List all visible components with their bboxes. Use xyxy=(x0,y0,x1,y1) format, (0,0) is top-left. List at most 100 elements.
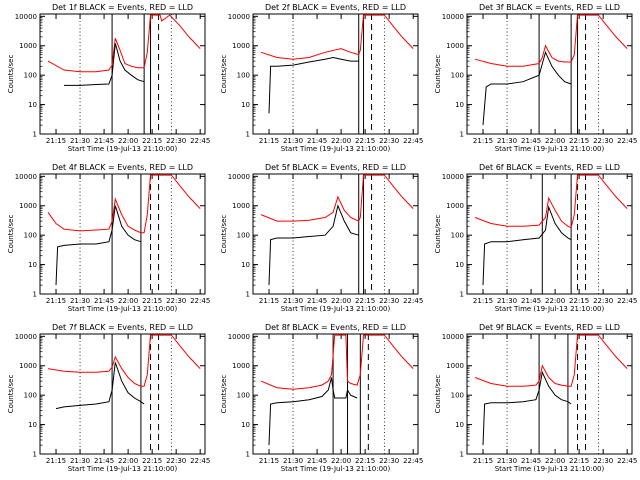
y-tick-label: 10000 xyxy=(15,173,37,181)
y-tick-label: 1 xyxy=(33,291,37,299)
x-axis-label: Start Time (19-Jul-13 21:10:00) xyxy=(68,305,178,313)
y-axis-label: Counts/sec xyxy=(220,215,228,254)
series-events-line xyxy=(55,362,145,410)
y-tick-label: 1000 xyxy=(446,362,464,370)
x-tick-label: 21:15 xyxy=(259,137,279,145)
x-tick-label: 21:15 xyxy=(46,457,66,465)
x-tick-label: 22:15 xyxy=(142,297,162,305)
x-tick-label: 21:15 xyxy=(259,457,279,465)
y-tick-label: 1000 xyxy=(19,202,37,210)
x-tick-label: 22:45 xyxy=(617,297,637,305)
x-tick-label: 22:45 xyxy=(190,457,210,465)
y-tick-label: 10000 xyxy=(228,13,250,21)
x-tick-label: 22:15 xyxy=(142,457,162,465)
series-events-line xyxy=(268,377,358,446)
y-tick-label: 1000 xyxy=(232,202,250,210)
y-tick-label: 100 xyxy=(24,392,37,400)
x-axis-label: Start Time (19-Jul-13 21:10:00) xyxy=(281,305,391,313)
x-tick-label: 22:45 xyxy=(190,137,210,145)
panel-det-5: 1 10 100 1000 10000 21:15 21:30 21:45 22:00 22:15… xyxy=(220,163,423,313)
panel-title: Det 9f BLACK = Events, RED = LLD xyxy=(479,323,620,332)
panel-det-3: 1 10 100 1000 10000 21:15 21:30 21:45 22:00 22:15… xyxy=(434,3,637,153)
y-tick-label: 1000 xyxy=(232,362,250,370)
series-lld-line xyxy=(47,14,201,73)
x-tick-label: 21:45 xyxy=(521,137,541,145)
y-tick-label: 10 xyxy=(455,101,464,109)
y-tick-label: 10 xyxy=(28,261,37,269)
x-tick-label: 21:30 xyxy=(70,297,90,305)
x-tick-label: 21:45 xyxy=(94,457,114,465)
panel-title: Det 3f BLACK = Events, RED = LLD xyxy=(479,3,620,12)
x-tick-label: 21:45 xyxy=(94,137,114,145)
y-axis-label: Counts/sec xyxy=(220,55,228,94)
x-tick-label: 22:30 xyxy=(379,457,399,465)
x-axis-label: Start Time (19-Jul-13 21:10:00) xyxy=(281,145,391,153)
plot-frame xyxy=(39,13,206,135)
x-tick-label: 21:30 xyxy=(283,137,303,145)
plot-frame xyxy=(252,173,419,295)
series-lld-line xyxy=(474,334,628,387)
plot-frame xyxy=(39,333,206,455)
panel-det-7: 1 10 100 1000 10000 21:15 21:30 21:45 22:00 22:15… xyxy=(7,323,210,473)
panel-title: Det 5f BLACK = Events, RED = LLD xyxy=(265,163,406,172)
y-tick-label: 10 xyxy=(455,261,464,269)
y-tick-label: 10000 xyxy=(15,13,37,21)
panel-title: Det 2f BLACK = Events, RED = LLD xyxy=(265,3,406,12)
x-tick-label: 21:45 xyxy=(307,457,327,465)
x-tick-label: 21:30 xyxy=(497,297,517,305)
x-axis-label: Start Time (19-Jul-13 21:10:00) xyxy=(495,145,605,153)
y-tick-label: 100 xyxy=(24,72,37,80)
series-events-line xyxy=(64,43,145,86)
y-axis-label: Counts/sec xyxy=(434,215,442,254)
x-tick-label: 22:45 xyxy=(190,297,210,305)
x-tick-label: 21:15 xyxy=(473,297,493,305)
y-tick-label: 10000 xyxy=(442,13,464,21)
x-tick-label: 21:15 xyxy=(473,457,493,465)
y-tick-label: 10 xyxy=(28,101,37,109)
x-tick-label: 21:15 xyxy=(473,137,493,145)
y-tick-label: 10 xyxy=(241,261,250,269)
y-tick-label: 1000 xyxy=(19,362,37,370)
y-tick-label: 1000 xyxy=(446,42,464,50)
x-tick-label: 22:15 xyxy=(569,137,589,145)
x-tick-label: 22:30 xyxy=(379,137,399,145)
y-axis-label: Counts/sec xyxy=(7,375,15,414)
panel-det-9: 1 10 100 1000 10000 21:15 21:30 21:45 22:00 22:15… xyxy=(434,323,637,473)
y-tick-label: 1 xyxy=(33,131,37,139)
x-tick-label: 22:45 xyxy=(403,457,423,465)
x-tick-label: 22:00 xyxy=(118,137,138,145)
x-tick-label: 21:45 xyxy=(307,297,327,305)
x-tick-label: 22:00 xyxy=(118,297,138,305)
plot-frame xyxy=(466,333,633,455)
y-tick-label: 1 xyxy=(460,131,464,139)
x-tick-label: 22:15 xyxy=(355,297,375,305)
y-axis-label: Counts/sec xyxy=(220,375,228,414)
x-axis-label: Start Time (19-Jul-13 21:10:00) xyxy=(68,465,178,473)
y-axis-label: Counts/sec xyxy=(7,215,15,254)
y-tick-label: 1 xyxy=(246,131,250,139)
y-tick-label: 1000 xyxy=(19,42,37,50)
series-lld-line xyxy=(260,174,414,222)
x-tick-label: 21:30 xyxy=(283,457,303,465)
x-tick-label: 22:30 xyxy=(166,297,186,305)
x-tick-label: 22:15 xyxy=(569,297,589,305)
y-tick-label: 1 xyxy=(246,451,250,459)
panel-det-8: 1 10 100 1000 10000 21:15 21:30 21:45 22:00 22:15… xyxy=(220,323,423,473)
series-lld-line xyxy=(47,334,201,387)
x-tick-label: 22:00 xyxy=(545,297,565,305)
y-tick-label: 1000 xyxy=(446,202,464,210)
panel-det-2: 1 10 100 1000 10000 21:15 21:30 21:45 22:00 22:15… xyxy=(220,3,423,153)
y-tick-label: 10 xyxy=(455,421,464,429)
series-lld-line xyxy=(260,14,414,60)
y-tick-label: 100 xyxy=(237,72,250,80)
x-tick-label: 21:30 xyxy=(70,457,90,465)
y-tick-label: 10000 xyxy=(442,173,464,181)
x-tick-label: 22:15 xyxy=(355,457,375,465)
x-axis-label: Start Time (19-Jul-13 21:10:00) xyxy=(281,465,391,473)
y-axis-label: Counts/sec xyxy=(434,375,442,414)
x-tick-label: 22:30 xyxy=(593,297,613,305)
y-tick-label: 1 xyxy=(460,291,464,299)
y-tick-label: 100 xyxy=(237,392,250,400)
plot-frame xyxy=(252,333,419,455)
y-tick-label: 100 xyxy=(237,232,250,240)
